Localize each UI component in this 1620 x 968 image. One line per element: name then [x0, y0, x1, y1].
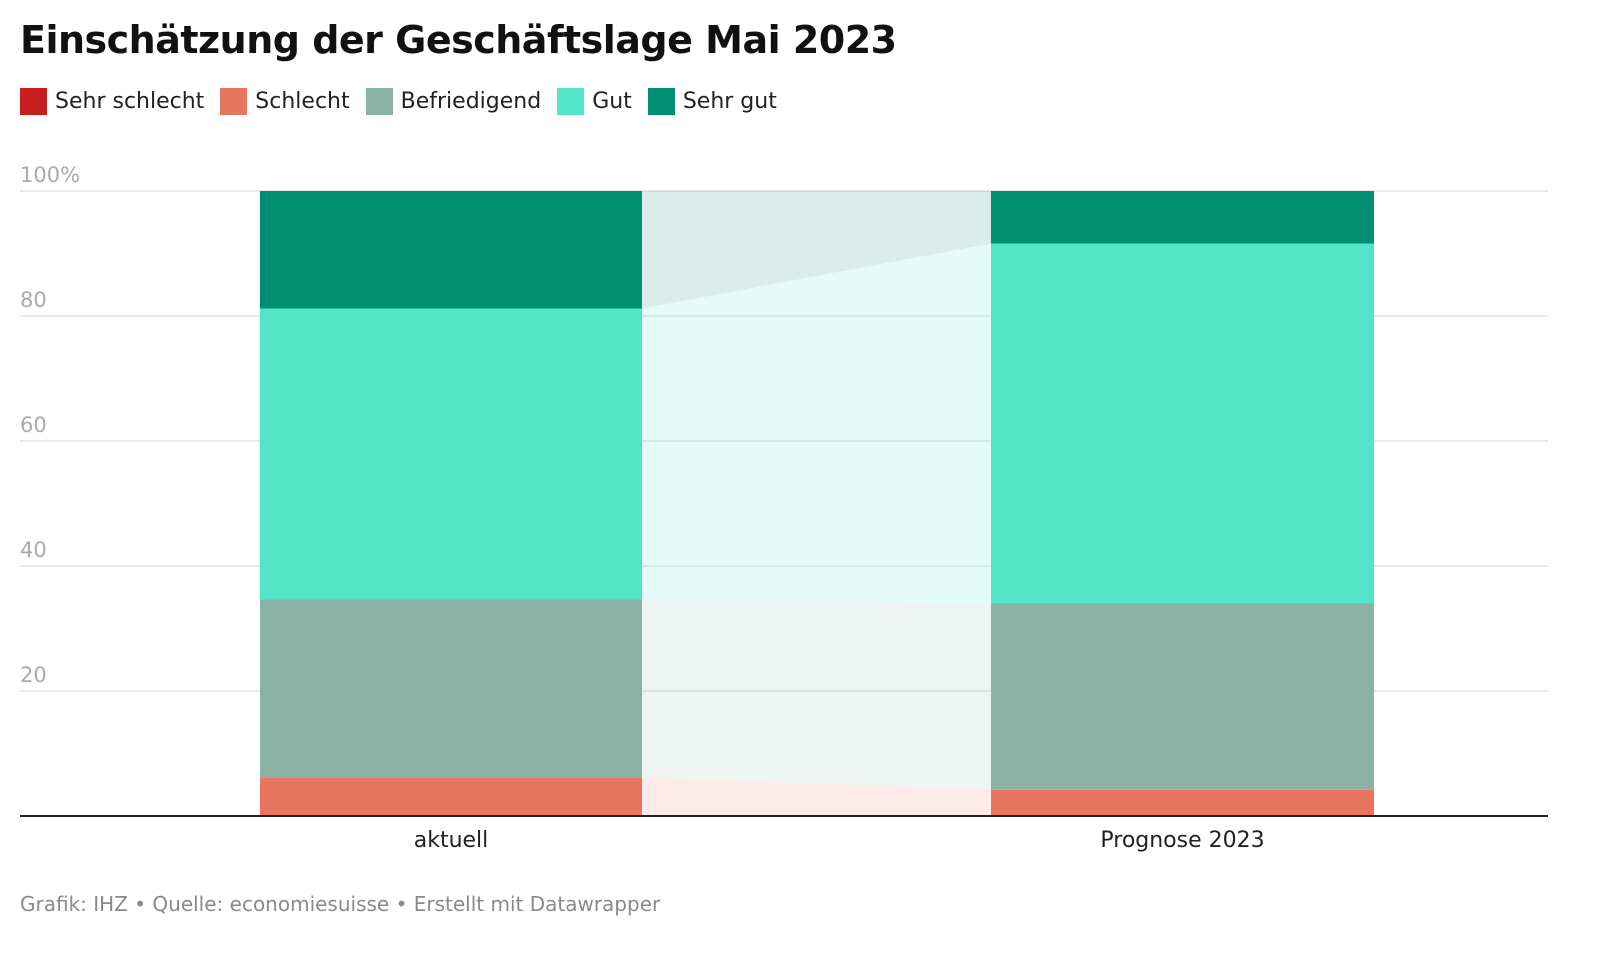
bar-segment-sehr-gut: [260, 191, 642, 309]
connector-band-schlecht: [642, 777, 991, 816]
legend-swatch: [365, 88, 393, 115]
legend-label: Sehr schlecht: [55, 89, 205, 114]
bar-segment-befriedigend: [260, 599, 642, 778]
connector-band-befriedigend: [642, 599, 991, 790]
legend-item-sehr-gut: Sehr gut: [647, 88, 777, 115]
y-tick-label: 20: [20, 663, 47, 687]
bar-segment-gut: [260, 308, 642, 600]
bar-segment-schlecht: [260, 777, 642, 816]
legend-label: Befriedigend: [400, 89, 542, 114]
chart-title: Einschätzung der Geschäftslage Mai 2023: [20, 18, 897, 62]
bar-segment-gut: [991, 243, 1374, 604]
legend: Sehr schlecht Schlecht Befriedigend Gut Sehr…: [20, 88, 793, 115]
legend-swatch: [220, 88, 248, 115]
bar-segment-schlecht: [991, 789, 1374, 816]
x-category-label: aktuell: [414, 828, 489, 853]
legend-swatch: [557, 88, 585, 115]
connector-band-gut: [642, 243, 991, 604]
y-tick-label: 40: [20, 538, 47, 562]
legend-item-sehr-schlecht: Sehr schlecht: [20, 88, 204, 115]
legend-item-schlecht: Schlecht: [220, 88, 350, 115]
legend-label: Sehr gut: [682, 89, 777, 114]
y-tick-label: 60: [20, 413, 47, 437]
y-tick-label: 80: [20, 288, 47, 312]
legend-label: Schlecht: [255, 89, 350, 114]
legend-label: Gut: [592, 89, 632, 114]
legend-item-gut: Gut: [557, 88, 632, 115]
source-footer: Grafik: IHZ • Quelle: economiesuisse • E…: [20, 892, 661, 916]
legend-item-befriedigend: Befriedigend: [365, 88, 542, 115]
legend-swatch: [647, 88, 675, 115]
x-category-label: Prognose 2023: [1100, 828, 1264, 853]
y-tick-label: 100%: [20, 163, 80, 187]
bar-segment-sehr-gut: [991, 191, 1374, 244]
legend-swatch: [20, 88, 47, 115]
connector-band-sehr-gut: [642, 191, 991, 309]
bar-segment-befriedigend: [991, 603, 1374, 790]
stacked-bar-chart: 20 40 60 80 100% aktuell Prognose 2023: [20, 163, 1548, 853]
